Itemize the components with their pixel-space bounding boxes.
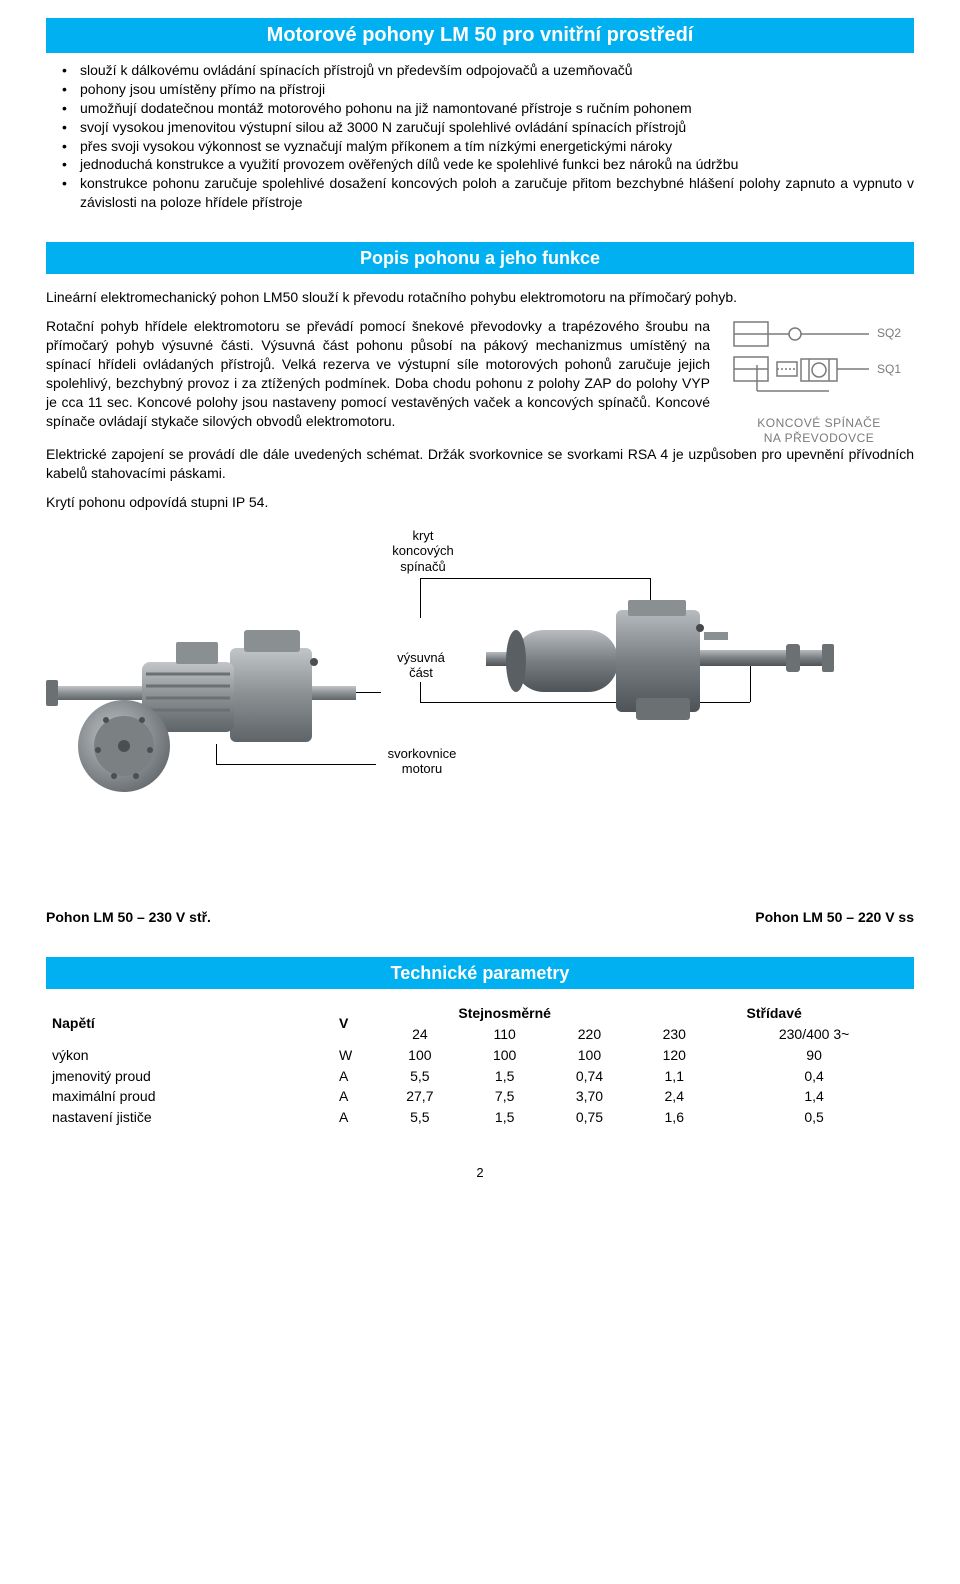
- motor-illustration: kryt koncových spínačů výsuvná část svor…: [46, 522, 914, 882]
- col-volt: 24: [375, 1024, 465, 1045]
- col-group-dc: Stejnosměrné: [375, 1003, 634, 1024]
- limit-switch-schematic-icon: SQ2 SQ1: [729, 317, 909, 407]
- row-unit: A: [335, 1086, 375, 1107]
- paragraph-text: Lineární elektromechanický pohon LM50 sl…: [46, 289, 737, 305]
- row-volt-unit: V: [339, 1015, 348, 1031]
- row-volt-label: Napětí: [52, 1015, 95, 1031]
- cell: 120: [634, 1045, 714, 1066]
- row-label: jmenovitý proud: [46, 1066, 335, 1087]
- title-banner: Motorové pohony LM 50 pro vnitřní prostř…: [46, 18, 914, 53]
- list-item-text: svojí vysokou jmenovitou výstupní silou …: [80, 119, 686, 135]
- table-header-row: Napětí V Stejnosměrné Střídavé: [46, 1003, 914, 1024]
- motor-dc-icon: [486, 600, 836, 760]
- list-item-text: umožňují dodatečnou montáž motorového po…: [80, 100, 692, 116]
- list-item: pohony jsou umístěny přímo na přístroji: [56, 80, 914, 99]
- col-volt: 220: [545, 1024, 635, 1045]
- schematic-caption: KONCOVÉ SPÍNAČE NA PŘEVODOVCE: [724, 416, 914, 445]
- section-banner-description: Popis pohonu a jeho funkce: [46, 242, 914, 274]
- list-item: jednoduchá konstrukce a využití provozem…: [56, 155, 914, 174]
- cell: 0,74: [545, 1066, 635, 1087]
- list-item: slouží k dálkovému ovládání spínacích př…: [56, 61, 914, 80]
- cell: 27,7: [375, 1086, 465, 1107]
- cell: 3,70: [545, 1086, 635, 1107]
- schematic-caption-line: KONCOVÉ SPÍNAČE: [757, 416, 881, 430]
- cell: 1,1: [634, 1066, 714, 1087]
- schematic-figure: SQ2 SQ1 KONCOVÉ SPÍNAČE NA PŘEVODOVCE: [724, 317, 914, 445]
- list-item: přes svoji vysokou výkonnost se vyznačuj…: [56, 137, 914, 156]
- list-item-text: pohony jsou umístěny přímo na přístroji: [80, 81, 325, 97]
- schematic-label-sq2: SQ2: [877, 326, 901, 340]
- cell: 90: [714, 1045, 914, 1066]
- list-item: svojí vysokou jmenovitou výstupní silou …: [56, 118, 914, 137]
- table-row: jmenovitý proud A 5,5 1,5 0,74 1,1 0,4: [46, 1066, 914, 1087]
- row-label: výkon: [46, 1045, 335, 1066]
- cell: 1,6: [634, 1107, 714, 1128]
- section-banner-text: Popis pohonu a jeho funkce: [360, 248, 600, 268]
- schematic-caption-line: NA PŘEVODOVCE: [764, 431, 875, 445]
- lead-line: [420, 578, 421, 618]
- list-item-text: jednoduchá konstrukce a využití provozem…: [80, 156, 738, 172]
- section-banner-params: Technické parametry: [46, 957, 914, 989]
- motor-ac-icon: [46, 600, 356, 820]
- row-unit: A: [335, 1107, 375, 1128]
- paragraph: Krytí pohonu odpovídá stupni IP 54.: [46, 493, 914, 512]
- row-label: nastavení jističe: [46, 1107, 335, 1128]
- model-caption-row: Pohon LM 50 – 230 V stř. Pohon LM 50 – 2…: [46, 908, 914, 927]
- col-volt: 230: [634, 1024, 714, 1045]
- paragraph: Lineární elektromechanický pohon LM50 sl…: [46, 288, 914, 307]
- cell: 2,4: [634, 1086, 714, 1107]
- lead-line: [420, 578, 650, 579]
- cell: 100: [465, 1045, 545, 1066]
- col-volt: 230/400 3~: [714, 1024, 914, 1045]
- row-unit: W: [335, 1045, 375, 1066]
- model-left-caption: Pohon LM 50 – 230 V stř.: [46, 908, 211, 927]
- parameters-table: Napětí V Stejnosměrné Střídavé 24 110 22…: [46, 1003, 914, 1128]
- cell: 5,5: [375, 1107, 465, 1128]
- cell: 1,4: [714, 1086, 914, 1107]
- row-label: maximální proud: [46, 1086, 335, 1107]
- callout-label-terminal: svorkovnice motoru: [372, 746, 472, 777]
- title-banner-text: Motorové pohony LM 50 pro vnitřní prostř…: [267, 24, 694, 46]
- section-banner-text: Technické parametry: [391, 963, 570, 983]
- list-item-text: konstrukce pohonu zaručuje spolehlivé do…: [80, 175, 914, 210]
- lead-line: [420, 682, 421, 702]
- paragraph: Rotační pohyb hřídele elektromotoru se p…: [46, 317, 710, 430]
- features-list: slouží k dálkovému ovládání spínacích př…: [46, 61, 914, 212]
- schematic-label-sq1: SQ1: [877, 362, 901, 376]
- col-group-ac: Střídavé: [634, 1003, 914, 1024]
- cell: 1,5: [465, 1066, 545, 1087]
- cell: 1,5: [465, 1107, 545, 1128]
- table-row: výkon W 100 100 100 120 90: [46, 1045, 914, 1066]
- paragraph-text: Rotační pohyb hřídele elektromotoru se p…: [46, 318, 710, 428]
- callout-label-cover: kryt koncových spínačů: [378, 528, 468, 575]
- cell: 0,4: [714, 1066, 914, 1087]
- table-row: nastavení jističe A 5,5 1,5 0,75 1,6 0,5: [46, 1107, 914, 1128]
- cell: 0,5: [714, 1107, 914, 1128]
- paragraph-text: Elektrické zapojení se provádí dle dále …: [46, 446, 914, 481]
- paragraph-text: Krytí pohonu odpovídá stupni IP 54.: [46, 494, 268, 510]
- row-unit: A: [335, 1066, 375, 1087]
- cell: 100: [375, 1045, 465, 1066]
- cell: 5,5: [375, 1066, 465, 1087]
- table-row: maximální proud A 27,7 7,5 3,70 2,4 1,4: [46, 1086, 914, 1107]
- cell: 7,5: [465, 1086, 545, 1107]
- list-item: umožňují dodatečnou montáž motorového po…: [56, 99, 914, 118]
- list-item-text: přes svoji vysokou výkonnost se vyznačuj…: [80, 138, 672, 154]
- list-item: konstrukce pohonu zaručuje spolehlivé do…: [56, 174, 914, 212]
- cell: 100: [545, 1045, 635, 1066]
- list-item-text: slouží k dálkovému ovládání spínacích př…: [80, 62, 633, 78]
- page-number: 2: [46, 1164, 914, 1182]
- col-volt: 110: [465, 1024, 545, 1045]
- callout-label-extension: výsuvná část: [381, 650, 461, 681]
- cell: 0,75: [545, 1107, 635, 1128]
- model-right-caption: Pohon LM 50 – 220 V ss: [755, 908, 914, 927]
- paragraph: Elektrické zapojení se provádí dle dále …: [46, 445, 914, 483]
